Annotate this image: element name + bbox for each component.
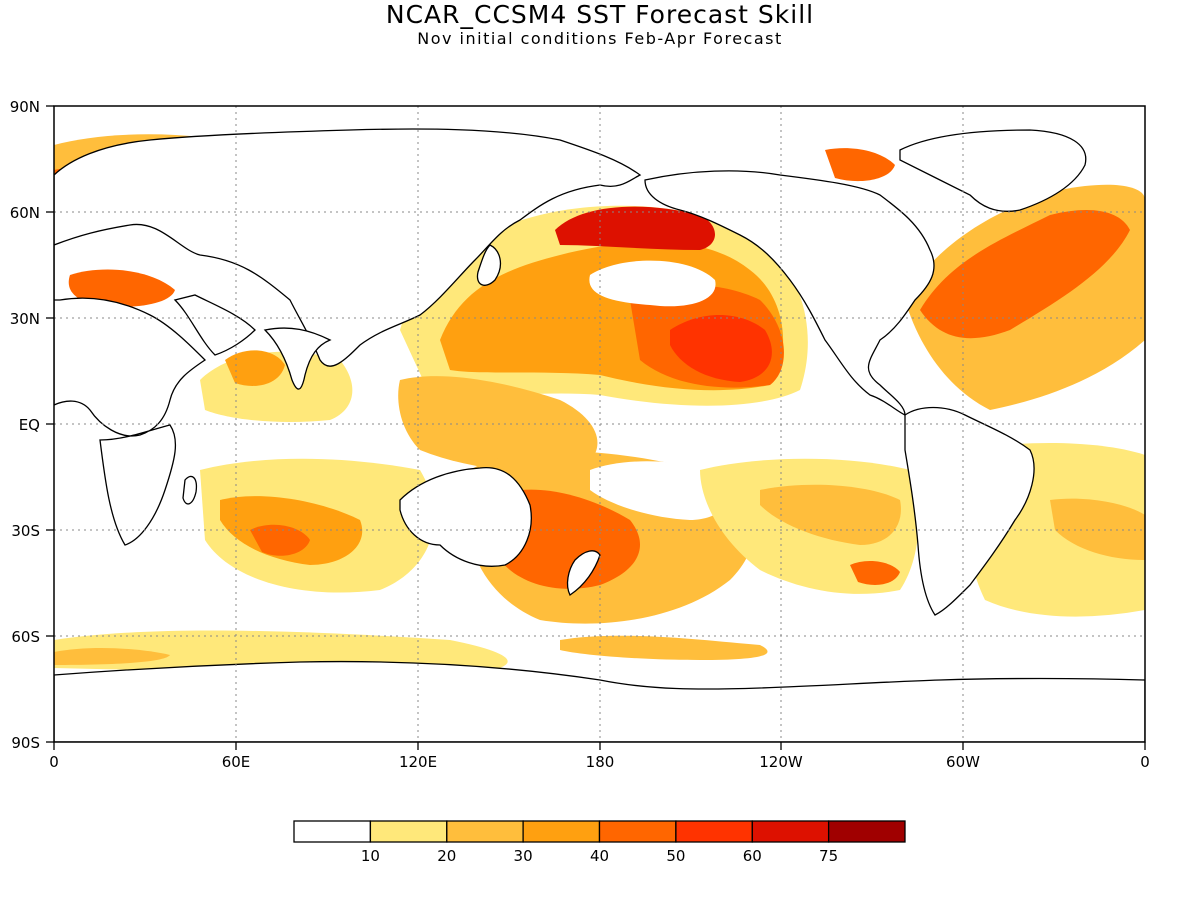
map-subtitle: Nov initial conditions Feb-Apr Forecast	[417, 29, 783, 48]
lat-label-60n: 60N	[10, 204, 40, 222]
lon-label-120w: 120W	[759, 753, 803, 771]
skill-region-bering	[555, 206, 715, 250]
legend-boxes	[293, 820, 906, 843]
skill-region-chile-coast	[850, 560, 900, 585]
skill-region-north-atlantic-strong	[920, 210, 1130, 339]
legend-label: 60	[743, 847, 762, 865]
frame-ticks	[46, 105, 1146, 750]
legend-swatch	[675, 820, 753, 843]
lon-label-120e: 120E	[399, 753, 437, 771]
lat-label-eq: EQ	[19, 416, 40, 434]
legend-label: 75	[819, 847, 838, 865]
lat-label-30n: 30N	[10, 310, 40, 328]
lat-label-60s: 60S	[11, 628, 40, 646]
lon-label-0-west: 0	[49, 753, 59, 771]
north-america-landmass	[644, 170, 935, 417]
skill-shading	[54, 134, 1145, 671]
skill-region-hudson	[825, 148, 895, 182]
legend-label: 20	[437, 847, 456, 865]
skill-region-arabian-sea	[225, 350, 285, 386]
new-zealand-landmass	[566, 550, 601, 596]
skill-region-south-pacific-hole	[590, 461, 733, 520]
japan-landmass	[476, 244, 502, 286]
color-legend: 10 20 30 40 50 60 75	[293, 820, 906, 865]
legend-label: 40	[590, 847, 609, 865]
legend-label: 30	[514, 847, 533, 865]
lon-label-60w: 60W	[946, 753, 980, 771]
madagascar-landmass	[182, 475, 198, 505]
india-landmass	[263, 327, 332, 390]
lon-label-60e: 60E	[222, 753, 251, 771]
skill-region-south-indian-strong	[250, 524, 310, 556]
lon-label-180: 180	[586, 753, 615, 771]
legend-swatch	[751, 820, 830, 843]
legend-swatch	[522, 820, 601, 843]
lat-label-30s: 30S	[11, 522, 40, 540]
longitude-labels: 0 60E 120E 180 120W 60W 0	[49, 753, 1150, 771]
skill-region-pacific-hole	[589, 260, 716, 307]
skill-region-southern-ocean	[54, 630, 508, 671]
arabia-landmass	[173, 294, 256, 356]
legend-swatch	[598, 820, 677, 843]
skill-region-southern-ocean-west	[54, 648, 170, 665]
legend-label: 50	[666, 847, 685, 865]
skill-region-mediterranean	[68, 269, 175, 307]
legend-swatch	[827, 820, 906, 843]
legend-label: 10	[361, 847, 380, 865]
legend-swatch	[369, 820, 448, 843]
legend-labels: 10 20 30 40 50 60 75	[361, 847, 838, 865]
lon-label-0-east: 0	[1140, 753, 1150, 771]
legend-swatch	[293, 820, 372, 843]
skill-region-western-pacific	[398, 376, 598, 472]
south-america-landmass	[904, 406, 1035, 616]
lat-label-90s: 90S	[11, 734, 40, 752]
skill-region-south-atlantic-mid	[1050, 498, 1145, 560]
skill-region-southern-ocean-east	[560, 635, 768, 660]
africa-landmass	[54, 297, 207, 546]
map-gridlines	[54, 106, 1145, 742]
legend-swatch	[446, 820, 524, 843]
eurasia-landmass	[54, 128, 642, 367]
skill-region-pacific-center	[670, 315, 772, 382]
australia-landmass	[399, 467, 532, 567]
latitude-labels: 90N 60N 30N EQ 30S 60S 90S	[10, 98, 40, 752]
lat-label-90n: 90N	[10, 98, 40, 116]
map-title: NCAR_CCSM4 SST Forecast Skill	[385, 0, 815, 29]
